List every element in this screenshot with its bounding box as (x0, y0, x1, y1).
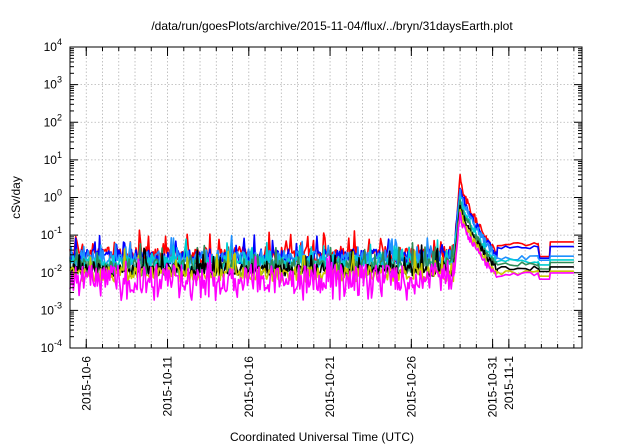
x-tick-label: 2015-10-21 (323, 356, 337, 418)
y-tick-label: 103 (44, 75, 62, 92)
x-axis-label: Coordinated Universal Time (UTC) (230, 430, 414, 444)
y-axis-label: cSv/day (9, 176, 23, 219)
x-axis: 2015-10-6 2015-10-11 2015-10-16 2015-10-21 2… (79, 47, 575, 418)
x-tick-label: 2015-10-26 (404, 356, 418, 418)
series-group (69, 173, 574, 302)
y-tick-label: 102 (44, 112, 62, 129)
series-line-s8 (69, 211, 574, 302)
y-tick-label: 101 (44, 150, 62, 167)
x-tick-label: 2015-10-16 (242, 356, 256, 418)
y-tick-label: 10-1 (41, 225, 62, 242)
y-tick-label: 10-4 (41, 338, 62, 355)
x-tick-label: 2015-10-6 (79, 356, 93, 411)
x-tick-label: 2015-11-1 (502, 356, 516, 410)
x-tick-label: 2015-10-11 (161, 356, 175, 417)
y-tick-label: 10-2 (41, 263, 62, 280)
grid (70, 47, 582, 348)
y-tick-label: 104 (44, 37, 62, 54)
y-tick-label: 10-3 (41, 300, 62, 317)
y-axis: 10-4 10-3 10-2 10-1 100 101 102 103 104 (41, 37, 582, 355)
x-tick-label: 2015-10-31 (486, 356, 500, 418)
y-tick-label: 100 (44, 188, 62, 205)
chart-title: /data/run/goesPlots/archive/2015-11-04/f… (151, 19, 513, 33)
